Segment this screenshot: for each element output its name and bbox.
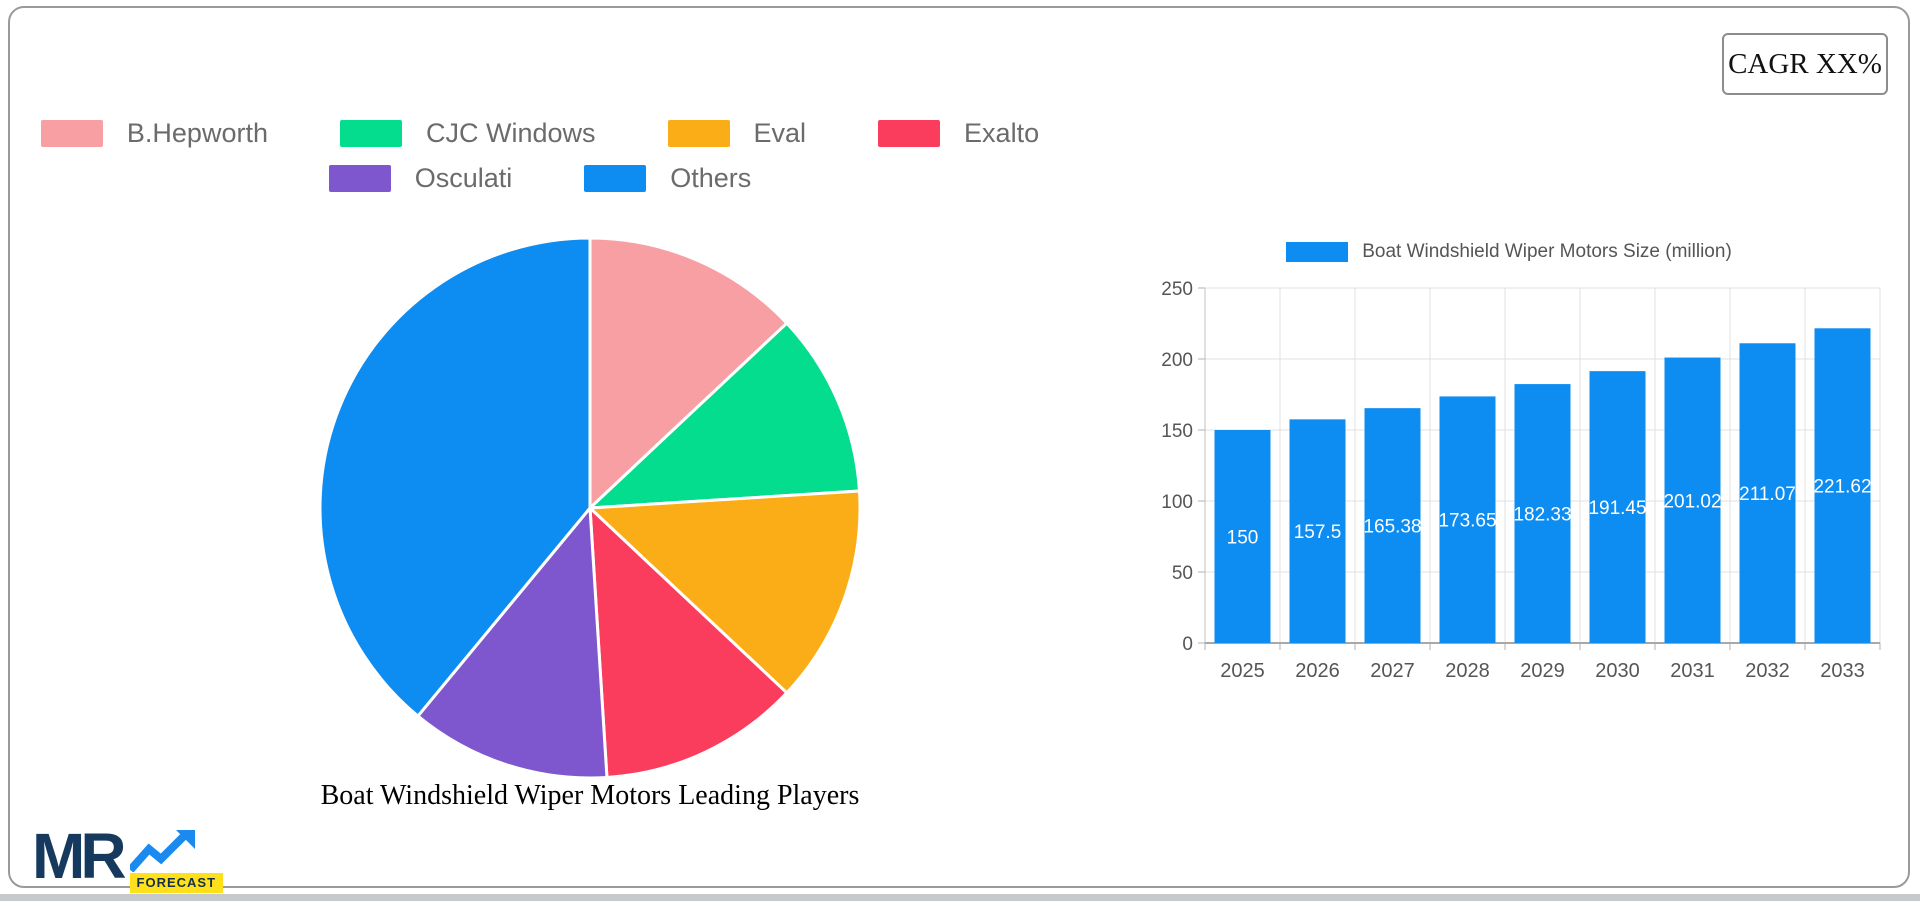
bar-value-label-2033: 221.62 [1813,477,1871,498]
pie-slice-others [318,236,592,718]
bar-legend: Boat Windshield Wiper Motors Size (milli… [1128,238,1890,266]
bar-value-label-2025: 150 [1227,528,1259,549]
legend-swatch-icon [584,165,647,192]
pie-title: Boat Windshield Wiper Motors Leading Pla… [320,780,860,811]
cagr-label: CAGR XX% [1728,47,1882,80]
bar-value-label-2027: 165.38 [1363,517,1421,538]
bar-2030 [1589,371,1646,643]
bar-value-label-2031: 201.02 [1663,491,1721,512]
pie-slice-b-hepworth [588,236,789,510]
pie-legend-item-exalto: Exalto [878,118,1039,149]
bar-2033 [1814,328,1871,643]
logo-forecast-badge: FORECAST [129,873,224,893]
y-tick-label: 150 [1161,421,1193,442]
bar-legend-label: Boat Windshield Wiper Motors Size (milli… [1362,241,1732,262]
bar-value-label-2029: 182.33 [1513,505,1571,526]
pie-legend-item-b-hepworth: B.Hepworth [40,118,268,149]
bar-chart-section: Boat Windshield Wiper Motors Size (milli… [1128,238,1890,722]
bar-2031 [1664,357,1721,643]
logo-mr-text: MR [32,820,127,892]
y-tick-label: 250 [1161,279,1193,300]
trend-arrow-icon [129,830,195,872]
legend-label: B.Hepworth [126,118,268,148]
pie-slice-eval [588,489,862,695]
x-category-label-2026: 2026 [1295,660,1340,682]
x-category-label-2033: 2033 [1820,660,1865,682]
page-bottom-edge [0,894,1920,901]
x-category-label-2028: 2028 [1445,660,1490,682]
legend-label: Osculati [414,163,513,193]
bar-value-label-2026: 157.5 [1294,522,1342,543]
bar-2029 [1514,384,1571,643]
pie-legend-item-others: Others [584,163,751,194]
pie-legend-item-cjc-windows: CJC Windows [339,118,596,149]
y-tick-label: 0 [1182,634,1193,655]
legend-swatch-icon [40,120,103,147]
pie-slice-exalto [588,506,789,779]
legend-label: Eval [753,118,807,148]
legend-swatch-icon [328,165,391,192]
x-category-label-2031: 2031 [1670,660,1715,682]
bar-legend-swatch-icon [1286,242,1349,262]
legend-swatch-icon [878,120,941,147]
y-tick-label: 200 [1161,350,1193,371]
pie-chart [318,236,862,780]
legend-label: Exalto [964,118,1040,148]
pie-legend-item-eval: Eval [667,118,807,149]
pie-slice-cjc-windows [588,321,861,510]
pie-legend-row-1: B.Hepworth CJC Windows Eval Exalto [40,118,1039,149]
bar-2032 [1739,343,1796,643]
mr-forecast-logo: MR FORECAST [32,820,224,893]
x-category-label-2029: 2029 [1520,660,1565,682]
legend-label: CJC Windows [425,118,596,148]
bar-value-label-2028: 173.65 [1438,511,1496,532]
bar-value-label-2030: 191.45 [1588,498,1646,519]
pie-legend-item-osculati: Osculati [328,163,513,194]
legend-swatch-icon [667,120,730,147]
y-tick-label: 50 [1172,563,1193,584]
y-tick-label: 100 [1161,492,1193,513]
pie-legend-row-2: Osculati Others [70,163,1010,194]
cagr-box: CAGR XX% [1722,33,1888,95]
bar-2027 [1364,408,1421,643]
bar-2028 [1439,396,1496,643]
bar-2026 [1289,419,1346,643]
x-category-label-2030: 2030 [1595,660,1640,682]
legend-label: Others [670,163,752,193]
pie-slice-osculati [416,506,609,780]
bar-value-label-2032: 211.07 [1739,484,1796,505]
bar-2025 [1214,430,1271,643]
legend-swatch-icon [339,120,402,147]
x-category-label-2032: 2032 [1745,660,1790,682]
x-category-label-2025: 2025 [1220,660,1265,682]
x-category-label-2027: 2027 [1370,660,1415,682]
bar-chart: 0 50 100 150 200 250 150 2025 157.5 2026 165.38 202… [1161,279,1881,682]
pie-legend: B.Hepworth CJC Windows Eval Exalto Osculati… [40,118,1039,194]
